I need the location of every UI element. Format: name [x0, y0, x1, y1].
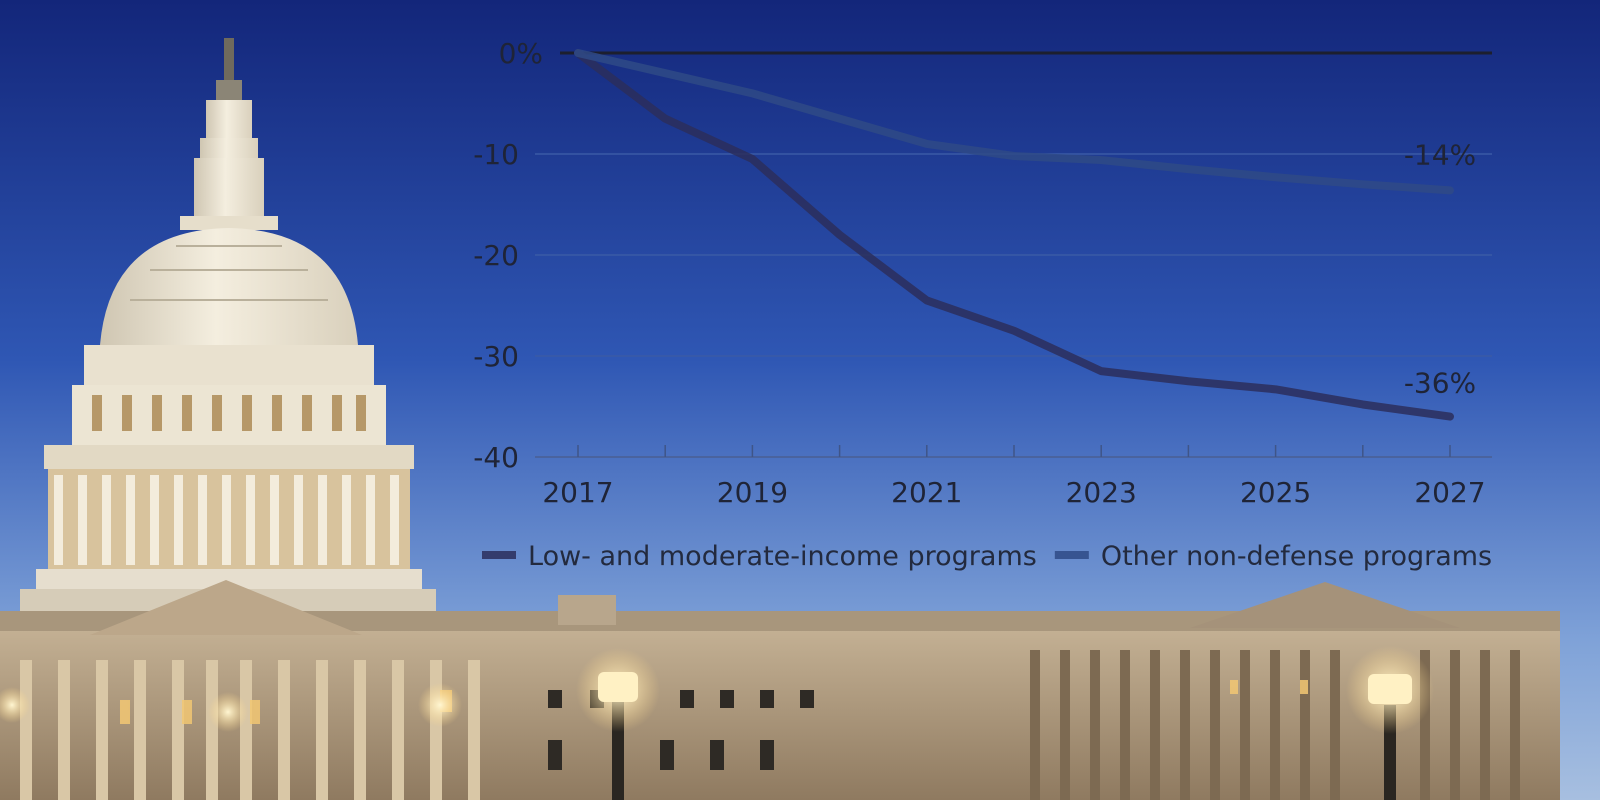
chart-legend: Low- and moderate-income programs Other n… [482, 541, 1492, 572]
y-tick-label: -10 [473, 138, 519, 171]
x-tick-label: 2023 [1066, 476, 1137, 509]
y-tick-label: -40 [473, 441, 519, 474]
x-axis: 2017 2019 2021 2023 2025 2027 [542, 445, 1486, 509]
series-lines [574, 49, 1454, 421]
end-value-label: -14% [1404, 138, 1476, 171]
x-tick-label: 2017 [542, 476, 613, 509]
x-tick-label: 2019 [717, 476, 788, 509]
legend-swatch [1054, 551, 1089, 559]
x-tick-label: 2021 [891, 476, 962, 509]
y-tick-label: -20 [473, 239, 519, 272]
legend-swatch [482, 551, 516, 559]
y-tick-label: 0% [499, 37, 543, 70]
end-labels: -36% -14% [1404, 138, 1476, 399]
lamp-post [1346, 646, 1434, 800]
legend-label: Other non-defense programs [1101, 541, 1492, 572]
capitol-building-image [0, 38, 1560, 800]
y-tick-label: -30 [473, 340, 519, 373]
line-chart: 2017 2019 2021 2023 2025 2027 0%-10-20-30-40 … [473, 37, 1492, 572]
x-tick-label: 2025 [1240, 476, 1311, 509]
lamp-post [576, 648, 660, 800]
legend-label: Low- and moderate-income programs [528, 541, 1037, 572]
x-tick-label: 2027 [1414, 476, 1485, 509]
end-value-label: -36% [1404, 367, 1476, 400]
y-axis: 0% -10 -20 -30 -40 [473, 37, 543, 474]
